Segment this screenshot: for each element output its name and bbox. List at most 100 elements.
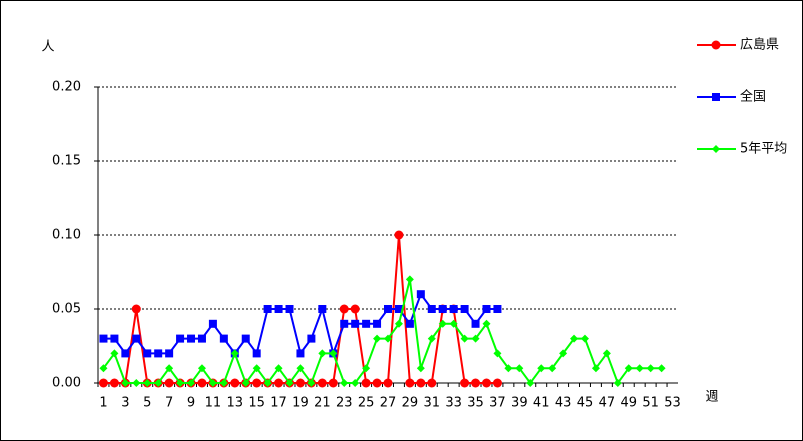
data-point [241, 379, 250, 387]
x-tick-label: 45 [577, 396, 594, 411]
data-point [318, 305, 327, 313]
data-point [405, 378, 415, 388]
x-tick-label: 27 [380, 396, 397, 411]
data-point [307, 334, 316, 343]
data-point [197, 378, 207, 388]
x-tick-label: 13 [227, 396, 244, 411]
data-point [383, 378, 393, 388]
data-point [285, 305, 294, 313]
data-point [405, 319, 414, 328]
x-tick-label: 33 [445, 396, 462, 411]
data-point [438, 305, 447, 313]
x-tick-label: 21 [314, 396, 331, 411]
x-tick-label: 19 [292, 396, 309, 411]
data-point [362, 364, 371, 373]
data-point [176, 379, 185, 387]
data-point [613, 379, 622, 387]
x-tick-label: 1 [99, 396, 107, 411]
x-tick-label: 37 [489, 396, 506, 411]
data-point [98, 378, 108, 388]
data-point [317, 378, 327, 388]
data-point [427, 378, 437, 388]
data-point [548, 364, 557, 373]
data-point [351, 379, 360, 387]
data-point [492, 378, 502, 388]
data-point [274, 364, 283, 373]
data-point [208, 319, 217, 328]
data-point [339, 304, 349, 314]
legend-label: 広島県 [740, 38, 779, 53]
data-point [165, 349, 174, 358]
data-point [132, 379, 141, 387]
data-point [438, 319, 447, 328]
y-tick-label: 0.10 [52, 228, 81, 243]
data-point [394, 305, 403, 313]
x-tick-label: 43 [555, 396, 572, 411]
data-point [143, 379, 152, 387]
data-point [99, 364, 108, 373]
data-point [263, 379, 272, 387]
data-point [187, 379, 196, 387]
x-tick-label: 49 [620, 396, 637, 411]
x-tick-label: 31 [424, 396, 441, 411]
data-point [646, 364, 655, 373]
data-point [132, 334, 141, 343]
data-point [427, 334, 436, 343]
x-tick-label: 41 [533, 396, 550, 411]
x-axis-label: 週 [705, 390, 718, 405]
data-point [591, 364, 600, 373]
data-point [274, 378, 284, 388]
legend-marker [712, 93, 720, 101]
x-tick-label: 35 [467, 396, 484, 411]
data-point [208, 379, 217, 387]
data-point [329, 349, 338, 358]
legend-label: 全国 [740, 89, 766, 105]
y-tick-label: 0.20 [52, 80, 81, 95]
legend-label: 5年平均 [740, 142, 787, 157]
y-tick-label: 0.00 [52, 376, 81, 391]
x-tick-label: 17 [270, 396, 287, 411]
data-point [394, 319, 403, 328]
x-tick-label: 25 [358, 396, 375, 411]
data-point [110, 334, 119, 343]
x-tick-label: 47 [599, 396, 616, 411]
data-point [296, 364, 305, 373]
data-point [416, 290, 425, 299]
data-point [493, 349, 502, 358]
data-point [340, 379, 349, 387]
data-point [274, 305, 283, 313]
data-point [449, 305, 458, 313]
x-tick-label: 23 [336, 396, 353, 411]
data-point [384, 334, 392, 343]
data-point [416, 364, 425, 373]
data-point [657, 364, 666, 373]
data-point [394, 230, 404, 240]
data-point [460, 305, 469, 313]
data-point [252, 349, 261, 358]
data-point [482, 305, 491, 313]
data-point [154, 349, 163, 358]
data-point [602, 349, 611, 358]
data-point [230, 349, 239, 358]
x-tick-label: 11 [205, 396, 222, 411]
data-point [318, 349, 327, 358]
data-point [635, 364, 644, 373]
x-tick-label: 39 [511, 396, 528, 411]
y-axis-label: 人 [41, 40, 54, 55]
data-point [416, 378, 426, 388]
y-tick-label: 0.15 [52, 154, 81, 169]
data-point [131, 304, 141, 314]
data-point [241, 334, 250, 343]
data-point [537, 364, 546, 373]
legend-marker [711, 40, 721, 50]
legend-marker [712, 145, 720, 153]
data-point [504, 364, 513, 373]
data-point [481, 378, 491, 388]
data-point [121, 349, 130, 358]
x-tick-label: 53 [664, 396, 681, 411]
data-point [624, 364, 633, 373]
data-point [99, 334, 108, 343]
data-point [580, 334, 589, 343]
